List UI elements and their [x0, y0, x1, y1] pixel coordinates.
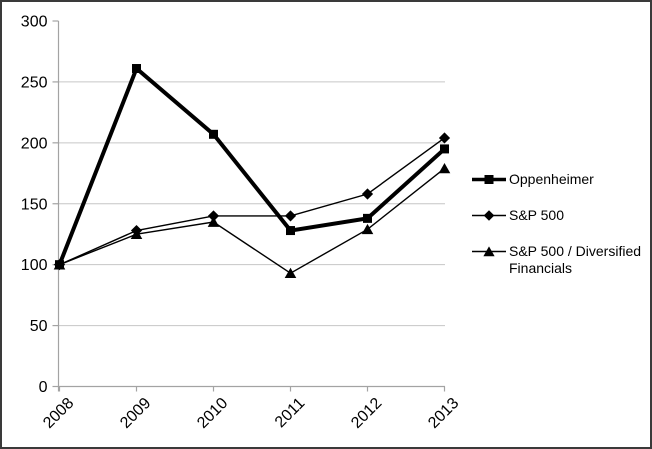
data-point-diamond [207, 210, 220, 222]
x-axis-tick-label: 2012 [348, 395, 385, 432]
series-line-2-triangle [59, 167, 445, 275]
x-axis-tick-label: 2013 [425, 395, 462, 432]
data-point-square [440, 144, 449, 154]
y-axis-tick-label: 50 [30, 318, 48, 335]
legend-diamond-marker-icon [472, 210, 506, 221]
legend-square-marker-icon [472, 175, 506, 184]
legend-item-sp500: S&P 500 [472, 207, 644, 224]
series-line-0-square [57, 65, 446, 266]
data-point-triangle [284, 267, 297, 278]
y-axis-tick-label: 250 [21, 74, 48, 91]
data-point-square [286, 226, 295, 236]
data-point-diamond [284, 210, 297, 222]
x-axis-tick-label: 2008 [40, 395, 77, 432]
data-point-square [132, 64, 141, 74]
legend-label: Oppenheimer [509, 171, 594, 187]
data-point-triangle [361, 223, 374, 235]
y-axis-tick-label: 100 [21, 257, 48, 274]
series-line-1-diamond [59, 137, 445, 266]
y-axis-tick-label: 150 [21, 196, 48, 213]
x-axis-tick-label: 2009 [117, 395, 154, 432]
data-point-triangle [130, 228, 143, 240]
data-point-triangle [438, 163, 451, 174]
legend-label: S&P 500 / Diversified Financials [509, 243, 642, 276]
data-point-triangle [207, 216, 220, 227]
y-axis-tick-label: 200 [21, 135, 48, 152]
legend-item-sp500-diversified-financials: S&P 500 / Diversified Financials [472, 243, 644, 277]
legend-label: S&P 500 [509, 207, 565, 223]
chart-legend: Oppenheimer S&P 500 S&P 500 / Diversifie… [472, 171, 644, 277]
x-axis-tick-label: 2010 [194, 395, 231, 432]
x-axis-tick-label: 2011 [272, 395, 308, 431]
data-point-diamond [438, 132, 451, 144]
y-axis-tick-label: 0 [39, 379, 48, 396]
data-point-square [363, 213, 372, 223]
data-point-square [209, 129, 218, 139]
y-axis-tick-label: 300 [21, 14, 48, 31]
data-point-triangle [53, 259, 66, 270]
legend-item-oppenheimer: Oppenheimer [472, 171, 644, 188]
data-point-diamond [361, 188, 374, 200]
legend-triangle-marker-icon [472, 246, 506, 257]
